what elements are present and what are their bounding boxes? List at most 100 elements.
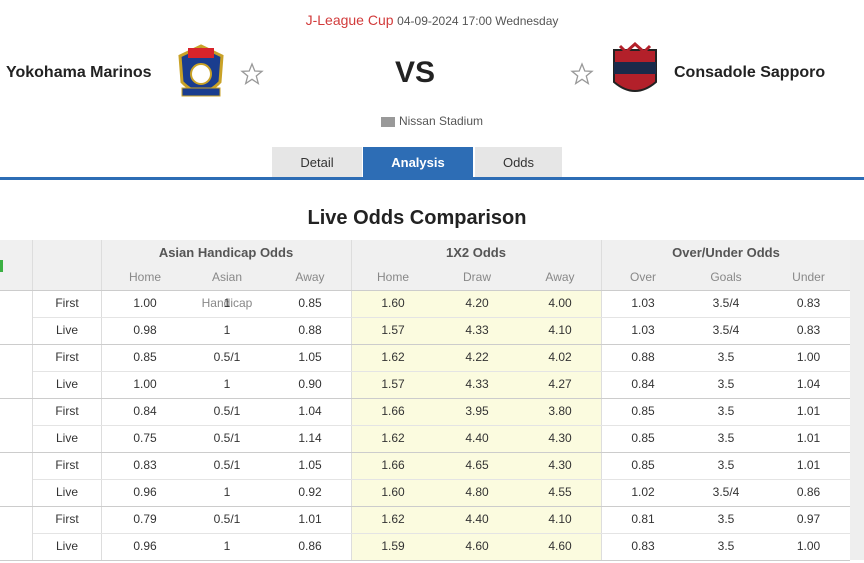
odds-value: 1.66 [381,458,405,472]
stadium-icon [380,116,395,127]
odds-value: 1.14 [298,431,322,445]
odds-value: 1.62 [381,512,405,526]
odds-value: 1.00 [796,539,821,553]
row-line [0,452,850,453]
odds-value: 0.98 [133,323,157,337]
green-marker [0,260,3,272]
row-line [33,425,850,426]
row-line [0,290,850,291]
odds-value: 0.88 [298,323,322,337]
odds-value: 4.33 [465,377,489,391]
odds-value: 0.5/1 [213,350,241,364]
odds-value: 1.66 [381,404,405,418]
competition: J-League Cup [305,12,394,28]
odds-value: 3.5 [717,512,735,526]
odds-value: 3.5/4 [712,296,740,310]
odds-value: 4.60 [465,539,489,553]
odds-value: 1.00 [133,377,157,391]
tab[interactable]: Detail [272,147,362,178]
row-label: First [55,458,79,472]
odds-value: 1.02 [631,485,655,499]
group-header: Asian Handicap Odds [158,245,294,260]
row-line [0,506,850,507]
odds-value: 4.40 [465,431,489,445]
odds-value: 0.88 [631,350,655,364]
tab[interactable]: Odds [475,147,562,178]
odds-value: 1.60 [381,296,405,310]
odds-value: 0.86 [796,485,821,499]
odds-value: 1.00 [796,350,821,364]
odds-value: 0.75 [133,431,157,445]
row-line [0,560,850,561]
stadium-name: Nissan Stadium [398,114,484,128]
odds-value: 0.86 [298,539,322,553]
right-shade [850,240,864,560]
odds-value: 1 [223,539,231,553]
odds-value: 1.03 [631,323,655,337]
odds-value: 1.01 [796,458,821,472]
odds-value: 3.5 [717,458,735,472]
odds-value: 0.85 [298,296,322,310]
odds-value: 1.01 [298,512,322,526]
odds-value: 0.5/1 [213,404,241,418]
odds-value: 0.85 [631,458,655,472]
odds-value: 0.5/1 [213,431,241,445]
datetime: 04-09-2024 17:00 Wednesday [397,14,559,28]
odds-value: 3.5/4 [712,323,740,337]
row-label: First [55,404,79,418]
row-line [33,371,850,372]
odds-value: 4.00 [548,296,572,310]
column-header: Goals [710,270,742,284]
column-header: Home [376,270,409,284]
odds-value: 1 [223,377,231,391]
column-header: Over [629,270,656,284]
odds-value: 4.10 [548,512,572,526]
column-header: Under [792,270,825,284]
odds-value: 1 [223,296,231,310]
odds-value: 1.04 [298,404,322,418]
odds-value: 0.83 [133,458,157,472]
odds-value: 4.40 [465,512,489,526]
odds-value: 3.5 [717,404,735,418]
odds-value: 0.84 [133,404,157,418]
odds-value: 4.60 [548,539,572,553]
group-header: Over/Under Odds [672,245,780,260]
vline [101,240,102,560]
odds-value: 3.5 [717,377,735,391]
column-header: Away [295,270,325,284]
odds-value: 4.30 [548,431,572,445]
header-bg [0,240,850,290]
odds-value: 1.01 [796,404,821,418]
odds-value: 0.85 [631,404,655,418]
away-logo [613,42,657,92]
group-header: 1X2 Odds [446,245,506,260]
odds-value: 4.33 [465,323,489,337]
odds-value: 4.10 [548,323,572,337]
column-header: Draw [462,270,491,284]
odds-value: 0.5/1 [213,458,241,472]
odds-value: 1.04 [796,377,821,391]
row-label: Live [55,377,78,391]
odds-value: 3.5 [717,431,735,445]
odds-value: 3.5 [717,539,735,553]
odds-value: 1.03 [631,296,655,310]
odds-value: 3.95 [465,404,489,418]
odds-value: 0.96 [133,539,157,553]
row-line [0,398,850,399]
section-title: Live Odds Comparison [307,207,527,229]
row-line [33,317,850,318]
favorite-star[interactable] [240,62,264,86]
column-header: Home [128,270,161,284]
column-header: Away [545,270,575,284]
odds-value: 0.5/1 [213,512,241,526]
odds-value: 1 [223,485,231,499]
stadium: Nissan Stadium [0,114,864,128]
odds-value: 1.62 [381,350,405,364]
odds-value: 0.83 [796,296,821,310]
favorite-star[interactable] [570,62,594,86]
tab-underline [0,177,864,180]
odds-value: 1.05 [298,350,322,364]
vline [351,240,352,560]
tab[interactable]: Analysis [363,147,473,178]
